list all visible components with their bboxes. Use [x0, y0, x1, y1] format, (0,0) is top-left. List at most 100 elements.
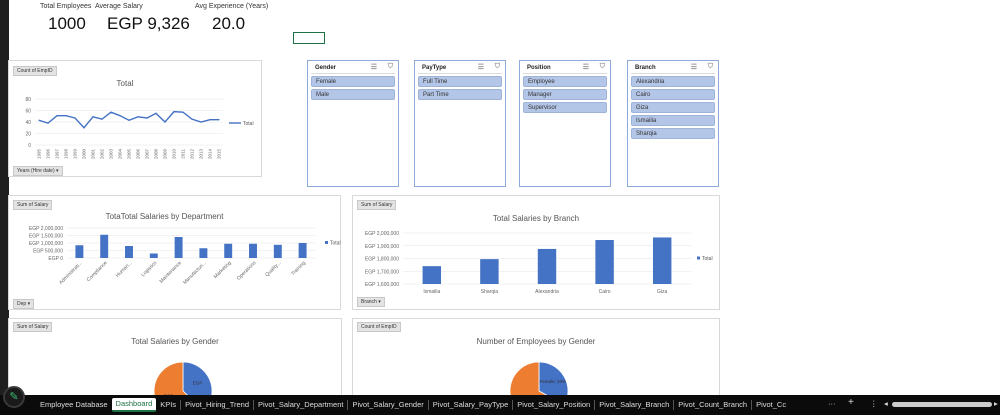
field-button-sum-salary[interactable]: Sum of Salary — [13, 322, 53, 332]
legend-label: Total — [243, 121, 254, 127]
x-tick-label: 2005 — [127, 149, 132, 160]
kpi-label-avg-experience: Avg Experience (Years) — [195, 3, 269, 10]
sheet-tab[interactable]: Pivot_Salary_Branch — [594, 400, 673, 410]
kpi-label-average-salary: Average Salary — [95, 3, 143, 10]
bar-compliance — [100, 234, 109, 258]
x-tick-label: Quality... — [264, 260, 282, 278]
clear-filter-icon[interactable]: ⛉ — [707, 63, 713, 70]
bar-cairo — [595, 240, 614, 284]
bar-administrati — [75, 245, 84, 258]
x-tick-label: Sharqia — [481, 289, 498, 295]
y-tick-label: 80 — [25, 97, 31, 103]
slicer-item[interactable]: Full Time — [418, 76, 502, 87]
x-tick-label: 2001 — [91, 149, 96, 160]
horizontal-scrollbar[interactable] — [892, 402, 992, 407]
slicer-item[interactable]: Alexandria — [631, 76, 715, 87]
x-tick-label: Maintenance — [159, 260, 184, 285]
data-point — [191, 118, 193, 120]
row-headers[interactable] — [0, 0, 9, 395]
bar-sharqia — [480, 259, 499, 284]
multi-select-icon[interactable]: ☰ — [477, 64, 484, 71]
axis-button-dep[interactable]: Dep ▾ — [13, 299, 35, 309]
field-button-count[interactable]: Count of EmpID — [357, 322, 401, 332]
slicer-item[interactable]: Ismailia — [631, 115, 715, 126]
data-point — [155, 112, 157, 114]
chart-title: Total Salaries by Branch — [492, 214, 580, 223]
field-button-sum-salary[interactable]: Sum of Salary — [13, 200, 53, 210]
sheet-tab[interactable]: Pivot_Salary_Position — [512, 400, 594, 410]
y-tick-label: 0 — [28, 143, 31, 149]
x-tick-label: 2004 — [118, 149, 123, 160]
legend-label: Total — [330, 241, 341, 247]
field-button-count[interactable]: Count of EmpID — [13, 66, 57, 76]
x-tick-label: 1995 — [37, 149, 42, 160]
department-salary-chart[interactable]: Sum of Salary TotaTotal Salaries by Depa… — [8, 195, 341, 310]
sheet-tab[interactable]: Pivot_Salary_PayType — [427, 400, 512, 410]
scroll-left-icon[interactable]: ◂ — [884, 399, 888, 408]
x-tick-label: 1997 — [55, 149, 60, 160]
slicer-item[interactable]: Giza — [631, 102, 715, 113]
dropdown-arrow-icon: ▾ — [27, 301, 31, 307]
x-tick-label: 2003 — [109, 149, 114, 160]
axis-button-years[interactable]: Years (Hire date) ▾ — [13, 166, 63, 176]
sheet-tab[interactable]: Pivot_Salary_Department — [253, 400, 347, 410]
slicer-item[interactable]: Manager — [523, 89, 607, 100]
data-point — [74, 117, 76, 119]
gender-count-chart[interactable]: Count of EmpID Number of Employees by Ge… — [352, 318, 720, 409]
x-tick-label: 1999 — [73, 149, 78, 160]
bar-manufacturi — [199, 248, 208, 258]
data-point — [146, 117, 148, 119]
data-point — [65, 115, 67, 117]
multi-select-icon[interactable]: ☰ — [582, 64, 589, 71]
clear-filter-icon[interactable]: ⛉ — [599, 63, 605, 70]
sheet-tab[interactable]: Dashboard — [111, 398, 157, 412]
sheet-tab[interactable]: Pivot_Count_Branch — [673, 400, 751, 410]
sheet-tab[interactable]: Pivot_Cc — [751, 400, 790, 410]
bar-alexandria — [537, 248, 557, 284]
slicer-item[interactable]: Male — [311, 89, 395, 100]
hiring-trend-chart[interactable]: Count of EmpID Total 0 20 40 60 80 1995 1996 19… — [8, 60, 262, 177]
gender-salary-chart[interactable]: Sum of Salary Total Salaries by Gender E… — [8, 318, 342, 409]
chart-title: Number of Employees by Gender — [476, 337, 596, 346]
slicer-item[interactable]: Part Time — [418, 89, 502, 100]
y-tick-label: EGP 1,000,000 — [29, 241, 63, 247]
y-tick-label: EGP 500,000 — [33, 249, 63, 255]
multi-select-icon[interactable]: ☰ — [690, 64, 697, 71]
data-point — [92, 116, 94, 118]
slicer-item[interactable]: Sharqia — [631, 128, 715, 139]
selected-cell[interactable] — [293, 32, 325, 44]
sheet-options-button[interactable]: ⋮ — [870, 399, 878, 408]
scroll-right-icon[interactable]: ▸ — [994, 399, 998, 408]
multi-select-icon[interactable]: ☰ — [370, 64, 377, 71]
more-tabs-button[interactable]: ··· — [828, 399, 836, 408]
y-tick-label: EGP 1,700,000 — [365, 269, 399, 275]
y-tick-label: 40 — [25, 120, 31, 126]
clear-filter-icon[interactable]: ⛉ — [387, 63, 393, 70]
data-point — [47, 122, 49, 124]
x-tick-label: 2008 — [154, 149, 159, 160]
kpi-label-total-employees: Total Employees — [40, 3, 92, 10]
add-sheet-button[interactable]: + — [848, 397, 854, 408]
sheet-tab[interactable]: Pivot_Salary_Gender — [347, 400, 427, 410]
slicer-header: Position ☰ ⛉ — [523, 61, 607, 74]
axis-button-label: Years (Hire date) — [17, 168, 55, 174]
y-tick-label: EGP 2,000,000 — [29, 226, 63, 232]
data-point — [56, 115, 58, 117]
sheet-tab[interactable]: KPIs — [160, 400, 177, 409]
x-tick-label: Manufacturi... — [182, 260, 208, 286]
data-point — [101, 118, 103, 120]
field-button-sum-salary[interactable]: Sum of Salary — [357, 200, 397, 210]
y-tick-label: EGP 1,800,000 — [365, 257, 399, 263]
pie-data-label: Female; 33% — [539, 379, 566, 384]
sheet-tab[interactable]: Pivot_Hiring_Trend — [180, 400, 253, 410]
slicer-item[interactable]: Supervisor — [523, 102, 607, 113]
slicer-item[interactable]: Employee — [523, 76, 607, 87]
slicer-item[interactable]: Cairo — [631, 89, 715, 100]
pen-icon[interactable]: ✎ — [3, 386, 25, 408]
slicer-item[interactable]: Female — [311, 76, 395, 87]
clear-filter-icon[interactable]: ⛉ — [494, 63, 500, 70]
axis-button-branch[interactable]: Branch ▾ — [357, 297, 385, 307]
sheet-tab[interactable]: Employee Database — [40, 400, 108, 409]
branch-salary-chart[interactable]: Sum of Salary Total Salaries by Branch E… — [352, 195, 720, 310]
y-tick-label: EGP 1,900,000 — [365, 244, 399, 250]
